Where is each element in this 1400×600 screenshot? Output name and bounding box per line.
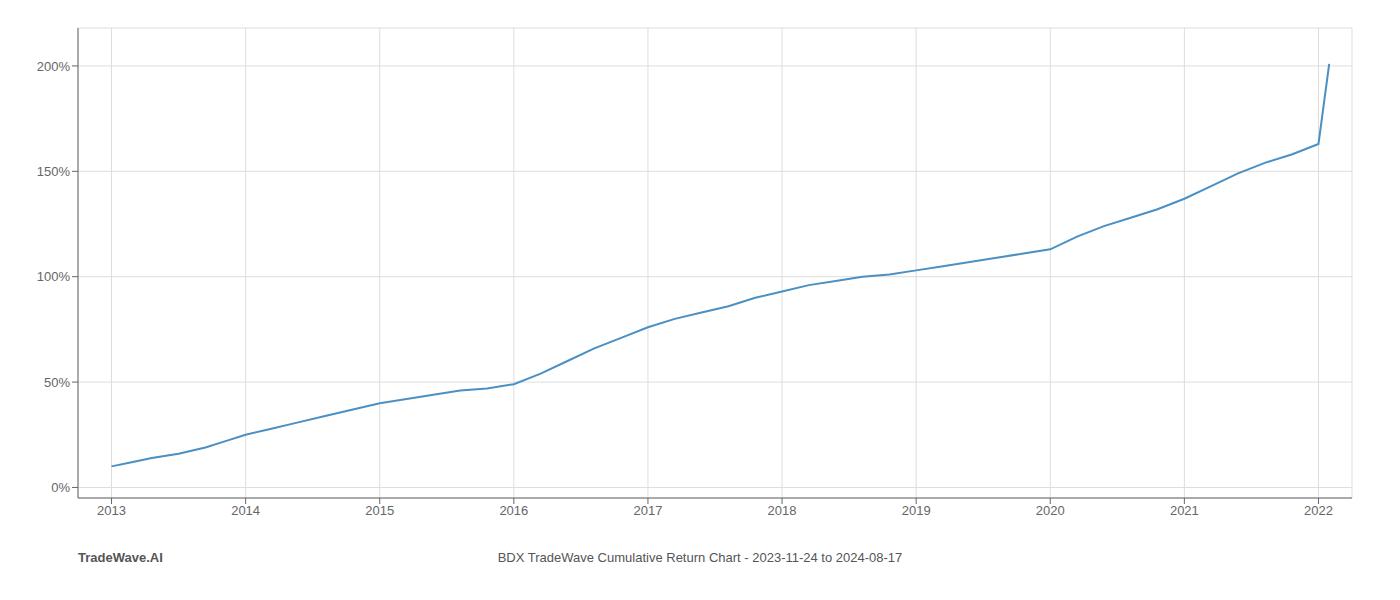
svg-text:2013: 2013 — [97, 503, 126, 518]
svg-text:2022: 2022 — [1304, 503, 1333, 518]
svg-text:2015: 2015 — [365, 503, 394, 518]
svg-text:2019: 2019 — [902, 503, 931, 518]
svg-text:2014: 2014 — [231, 503, 260, 518]
html-text:TradeWave.AI: TradeWave.AI — [78, 550, 163, 565]
svg-text:200%: 200% — [37, 59, 71, 74]
svg-text:2020: 2020 — [1036, 503, 1065, 518]
svg-text:2016: 2016 — [499, 503, 528, 518]
svg-text:2017: 2017 — [633, 503, 662, 518]
svg-text:100%: 100% — [37, 269, 71, 284]
svg-text:2021: 2021 — [1170, 503, 1199, 518]
html-text:BDX TradeWave Cumulative Retur: BDX TradeWave Cumulative Return Chart - … — [497, 550, 903, 565]
svg-text:0%: 0% — [51, 480, 70, 495]
svg-text:2018: 2018 — [768, 503, 797, 518]
svg-text:50%: 50% — [44, 375, 70, 390]
svg-text:150%: 150% — [37, 164, 71, 179]
